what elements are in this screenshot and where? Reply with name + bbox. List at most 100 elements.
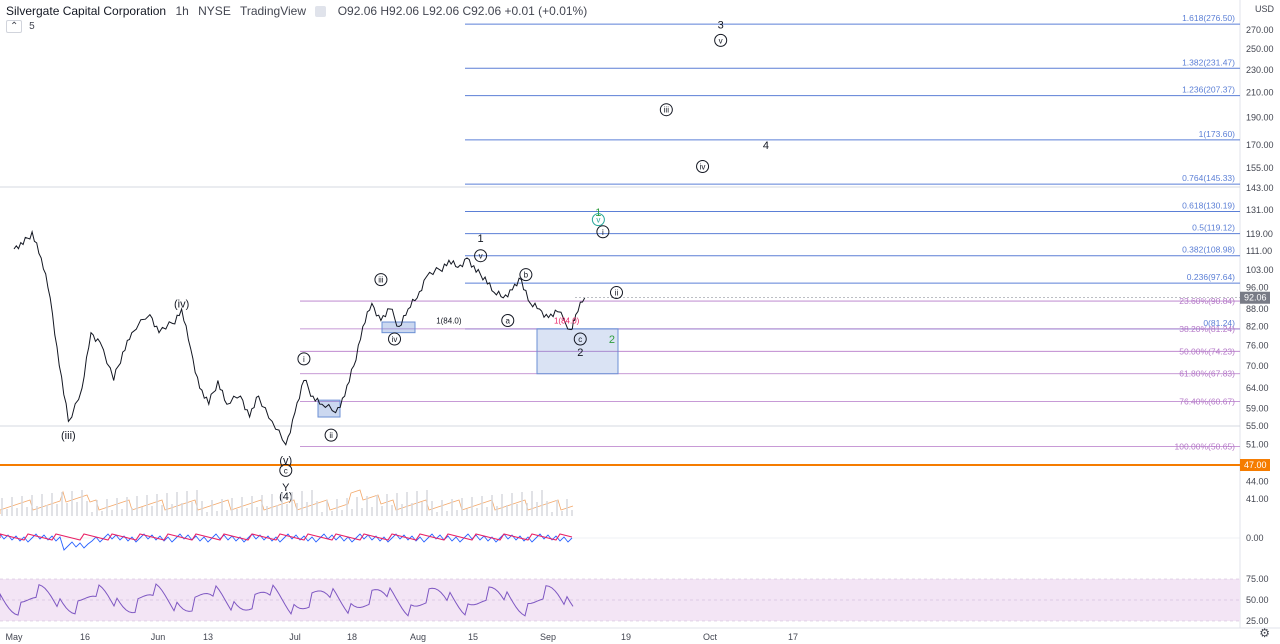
wave-label-text-9: 2: [609, 334, 615, 346]
fib-blue-label-9: 0(81.24): [1203, 318, 1235, 328]
wave-label-21: (iii): [61, 430, 76, 442]
wave-label-circle-18: [297, 352, 311, 366]
fib-blue-label-4: 0.764(145.33): [1182, 173, 1235, 183]
fib-blue-label-3: 1(173.60): [1199, 129, 1236, 139]
rsi-axis-label-1: 50.00: [1246, 595, 1269, 605]
y-tick-label-16: 70.00: [1246, 361, 1269, 371]
wave-label-circle-7: [596, 225, 610, 239]
wave-label-text-10: 1: [478, 233, 484, 245]
x-tick-label-10: Oct: [703, 632, 718, 642]
key-level-tag-text: 47.00: [1244, 460, 1267, 470]
wave-label-7: i: [596, 225, 610, 239]
wave-label-10: 1: [478, 233, 484, 245]
indicator-count: 5: [29, 21, 35, 32]
wave-label-4: iv: [696, 159, 710, 173]
price-series-line: [13, 229, 586, 446]
x-tick-label-3: 13: [203, 632, 213, 642]
wave-label-20: (iv): [174, 298, 189, 310]
oscillator-axis-label: 0.00: [1246, 533, 1264, 543]
chevron-up-icon[interactable]: ⌃: [6, 20, 23, 33]
wave-label-text-6: v: [596, 216, 600, 225]
wave-label-8: ii: [609, 286, 623, 300]
wave-label-text-21: (iii): [61, 430, 76, 442]
y-tick-label-17: 64.00: [1246, 383, 1269, 393]
wave-label-text-16: iii: [378, 276, 384, 285]
wave-label-18: i: [297, 352, 311, 366]
wave-label-13: a: [501, 314, 515, 328]
y-tick-label-5: 170.00: [1246, 140, 1274, 150]
y-tick-label-13: 88.00: [1246, 304, 1269, 314]
indicator-toggle[interactable]: ⌃ 5: [6, 20, 35, 33]
fib-purple-label-2: 50.00%(74.23): [1179, 346, 1235, 356]
wave-label-circle-6: [591, 213, 605, 227]
wave-label-circle-1: [714, 33, 728, 47]
fib-blue-label-5: 0.618(130.19): [1182, 201, 1235, 211]
wave-label-0: 3: [718, 20, 724, 32]
y-tick-label-22: 44.00: [1246, 476, 1269, 486]
symbol-title: Silvergate Capital Corporation: [6, 4, 167, 18]
wave-label-circle-19: [324, 428, 338, 442]
rsi-line: [0, 583, 574, 617]
x-tick-label-0: May: [5, 632, 23, 642]
wave-label-text-22: (v): [279, 455, 292, 467]
gear-icon[interactable]: ⚙: [1259, 626, 1270, 640]
y-tick-label-1: 250.00: [1246, 44, 1274, 54]
currency-label[interactable]: USD: [1254, 4, 1274, 14]
wave-label-text-24: Y: [282, 482, 290, 494]
oscillator-signal-line: [0, 533, 573, 551]
wave-label-14: c: [573, 332, 587, 346]
x-tick-label-5: 18: [347, 632, 357, 642]
y-tick-label-3: 210.00: [1246, 88, 1274, 98]
oscillator-main-line: [0, 533, 573, 541]
interval-label[interactable]: 1h: [175, 4, 189, 18]
wave-label-circle-12: [519, 268, 533, 282]
wave-label-text-20: (iv): [174, 298, 189, 310]
target-box-wave2: [536, 328, 619, 375]
fib-blue-label-0: 1.618(276.50): [1182, 13, 1235, 23]
target-box-ii: [317, 399, 341, 418]
wave-label-text-11: v: [479, 252, 483, 261]
fib-blue-label-1: 1.382(231.47): [1182, 57, 1235, 67]
x-tick-label-11: 17: [788, 632, 798, 642]
wave-label-11: v: [474, 249, 488, 263]
fib-blue-label-7: 0.382(108.98): [1182, 245, 1235, 255]
misc-label-1: 1(84.0): [554, 317, 580, 326]
last-price-tag: [1240, 291, 1270, 304]
wave-label-text-14: c: [578, 335, 582, 344]
wave-label-2: iii: [659, 103, 673, 117]
ohlc-readout: O92.06 H92.06 L92.06 C92.06 +0.01 (+0.01…: [337, 4, 588, 18]
fib-blue-label-8: 0.236(97.64): [1187, 272, 1235, 282]
source-label: TradingView: [239, 4, 306, 18]
wave-label-circle-14: [573, 332, 587, 346]
wave-label-text-19: ii: [329, 431, 333, 440]
x-tick-label-1: 16: [80, 632, 90, 642]
wave-label-15: 2: [577, 347, 583, 359]
y-tick-label-20: 51.00: [1246, 440, 1269, 450]
key-level-tag: [1240, 459, 1270, 472]
y-tick-label-2: 230.00: [1246, 65, 1274, 75]
y-tick-label-4: 190.00: [1246, 112, 1274, 122]
wave-label-circle-17: [388, 332, 402, 346]
wave-label-text-1: v: [719, 36, 723, 45]
fib-purple-label-3: 61.80%(67.83): [1179, 369, 1235, 379]
fib-purple-label-5: 100.00%(50.65): [1175, 441, 1236, 451]
visibility-icon[interactable]: [315, 6, 327, 18]
rsi-axis-label-0: 75.00: [1246, 574, 1269, 584]
wave-label-text-4: iv: [700, 162, 706, 171]
wave-label-24: Y: [282, 482, 290, 494]
wave-label-text-12: b: [524, 271, 529, 280]
y-tick-label-0: 270.00: [1246, 25, 1274, 35]
wave-label-text-3: 4: [763, 140, 769, 152]
wave-label-text-18: i: [303, 355, 305, 364]
wave-label-text-17: iv: [392, 335, 398, 344]
wave-label-text-5: 1: [595, 207, 601, 219]
fib-blue-label-2: 1.236(207.37): [1182, 85, 1235, 95]
fib-purple-label-1: 38.20%(81.24): [1179, 324, 1235, 334]
y-tick-label-12: 96.00: [1246, 282, 1269, 292]
x-tick-label-4: Jul: [289, 632, 301, 642]
wave-label-text-13: a: [506, 317, 511, 326]
volume-overlay-line: [0, 489, 574, 514]
wave-label-text-8: ii: [615, 289, 619, 298]
wave-label-circle-13: [501, 314, 515, 328]
